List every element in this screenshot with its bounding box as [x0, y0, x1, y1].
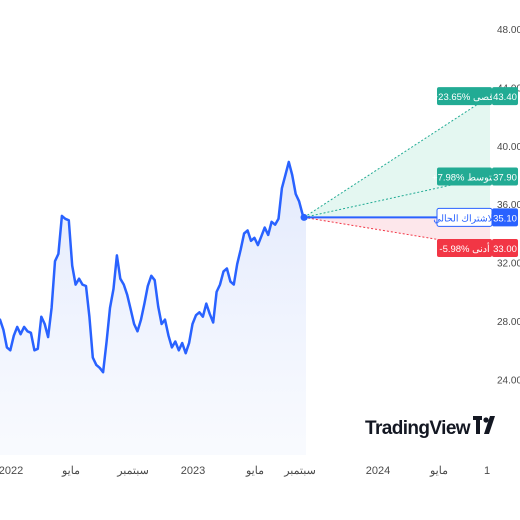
current-price-value-bg — [492, 208, 518, 227]
x-tick-label: 2023 — [181, 465, 205, 477]
y-tick-label: 32.00 — [497, 259, 520, 270]
forecast-avg-label-bg — [437, 167, 492, 186]
current-price-text: الاشتراك الحالي — [433, 213, 496, 224]
last-price-marker — [300, 213, 308, 221]
forecast-max-line — [303, 95, 491, 218]
forecast-min-value-bg — [492, 239, 518, 258]
forecast-min-value: 33.00 — [493, 244, 517, 255]
tradingview-wordmark: TradingView — [365, 418, 471, 439]
x-tick-label: 1 — [484, 465, 490, 477]
forecast-min-label: -5.98% أدنى — [439, 242, 490, 255]
forecast-max-label: +23.65% أقصى — [433, 90, 497, 103]
y-tick-label: 40.00 — [497, 142, 520, 153]
forecast-avg-label: +7.98% متوسط — [432, 172, 497, 183]
price-series-line — [0, 160, 308, 374]
y-tick-label: 36.00 — [497, 200, 520, 211]
forecast-max-value-bg — [492, 87, 518, 106]
x-tick-label: مايو — [429, 465, 448, 477]
tradingview-logo-icon — [473, 416, 495, 434]
forecast-avg-value-bg — [492, 167, 518, 186]
x-tick-label: سبتمبر — [283, 465, 316, 477]
tradingview-watermark: TradingView — [365, 416, 495, 439]
x-axis: 2022 مايو سبتمبر 2023 مايو سبتمبر 2024 مايو 1 — [0, 465, 490, 477]
y-tick-label: 24.00 — [497, 375, 520, 386]
forecast-min-label-bg — [437, 239, 492, 258]
x-tick-label: 2022 — [0, 465, 23, 477]
forecast-max-label-bg — [437, 87, 492, 106]
x-tick-label: مايو — [61, 465, 80, 477]
y-tick-label: 28.00 — [497, 317, 520, 328]
x-tick-label: مايو — [245, 465, 264, 477]
forecast-avg-value: 37.90 — [493, 172, 517, 183]
price-area-fill — [0, 161, 306, 455]
y-tick-label: 48.00 — [497, 25, 520, 36]
current-price-value: 35.10 — [493, 213, 517, 224]
x-tick-label: 2024 — [366, 465, 390, 477]
x-tick-label: سبتمبر — [116, 465, 149, 477]
forecast-upside-cone — [304, 96, 490, 218]
forecast-max-value: 43.40 — [493, 92, 517, 103]
